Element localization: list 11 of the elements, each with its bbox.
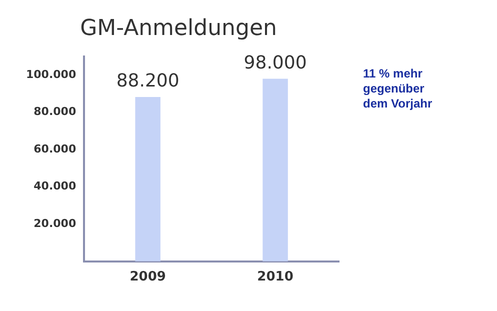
- text: 11 % mehr gegenüber dem Vorjahr: [363, 66, 432, 110]
- y-tick-label: 60.000: [34, 142, 76, 156]
- x-tick-label: 2010: [257, 270, 294, 285]
- data-label: 98.000: [244, 52, 307, 74]
- y-tick-label: 100.000: [26, 68, 76, 81]
- y-tick-label: 20.000: [34, 216, 76, 230]
- y-tick-label: 40.000: [34, 180, 76, 193]
- x-tick-label: 2009: [130, 270, 166, 285]
- chart-title: GM-Anmeldungen: [80, 16, 277, 41]
- data-label: 88.200: [116, 70, 180, 92]
- y-tick-label: 80.000: [34, 105, 76, 118]
